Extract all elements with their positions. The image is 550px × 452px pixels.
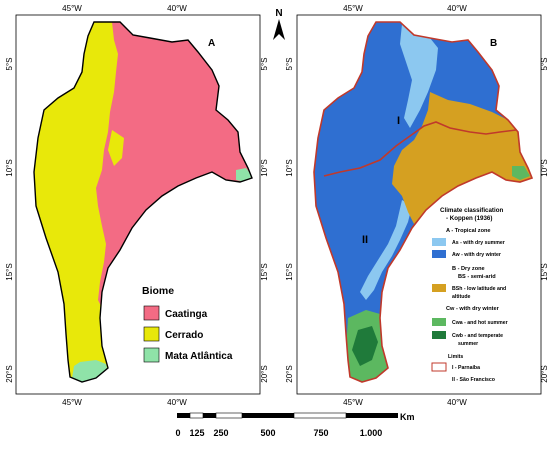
as-area-south (360, 200, 412, 300)
cerrado-label: Cerrado (165, 330, 203, 341)
climate-legend-title: Climate classification (440, 207, 503, 214)
semi-arid-heading: BS - semi-arid (458, 274, 496, 280)
north-label: N (275, 8, 282, 19)
b-lat-tick-left-15: 15°S (285, 263, 294, 280)
b-lon-tick-top-45: 45°W (343, 4, 363, 13)
lon-tick-bottom-40: 40°W (167, 398, 187, 407)
map-a: 45°W 40°W 45°W 40°W 5°S 10°S 15°S 20°S 5… (5, 4, 269, 407)
cwb-area (352, 326, 378, 366)
tropical-zone-heading: A - Tropical zone (446, 228, 491, 234)
scale-seg-6 (293, 412, 347, 419)
b-lat-tick-left-20: 20°S (285, 365, 294, 382)
scale-seg-5 (242, 413, 294, 418)
biome-legend-title: Biome (142, 285, 174, 297)
mata-area-east (236, 168, 252, 182)
lat-tick-left-15: 15°S (5, 263, 14, 280)
lat-tick-right-15: 15°S (260, 263, 269, 280)
scale-label-500: 500 (260, 428, 275, 438)
b-lat-tick-right-10: 10°S (540, 159, 549, 176)
lat-tick-right-5: 5°S (260, 58, 269, 71)
cerrado-swatch (143, 326, 160, 342)
lat-tick-left-5: 5°S (5, 58, 14, 71)
lon-tick-top-45: 45°W (62, 4, 82, 13)
lat-tick-right-10: 10°S (260, 159, 269, 176)
region-label-ii: II (362, 234, 368, 246)
b-lat-tick-right-20: 20°S (540, 365, 549, 382)
lon-tick-bottom-45: 45°W (62, 398, 82, 407)
mata-atlantica-label: Mata Atlântica (165, 351, 233, 362)
lat-tick-right-20: 20°S (260, 365, 269, 382)
scale-unit: Km (400, 412, 415, 422)
b-lat-tick-left-5: 5°S (285, 58, 294, 71)
scale-seg-2 (189, 412, 204, 419)
bsh-label: BSh - low latitude and (452, 286, 506, 292)
dry-zone-heading: B - Dry zone (452, 266, 485, 272)
cwb-swatch (432, 331, 446, 339)
basin-divide (323, 121, 517, 177)
scale-label-750: 750 (313, 428, 328, 438)
mata-atlantica-swatch (143, 347, 160, 363)
biome-legend: Biome Caatinga Cerrado Mata Atlântica (142, 285, 233, 363)
scale-label-125: 125 (189, 428, 204, 438)
limits-title: Limits (448, 354, 463, 360)
lat-tick-left-20: 20°S (5, 365, 14, 382)
b-lon-tick-top-40: 40°W (447, 4, 467, 13)
scale-label-0: 0 (175, 428, 180, 438)
scale-bar: 0 125 250 500 750 1.000 Km (175, 412, 414, 438)
as-area-north (400, 24, 438, 128)
b-lat-tick-right-5: 5°S (540, 58, 549, 71)
bsh-label-line2: altitude (452, 294, 471, 300)
scale-label-250: 250 (213, 428, 228, 438)
aw-swatch (432, 250, 446, 258)
b-lat-tick-right-15: 15°S (540, 263, 549, 280)
north-arrow-icon (273, 19, 285, 40)
limit-parnaiba-swatch (431, 362, 447, 372)
north-arrow: N (273, 8, 285, 40)
cwb-label-line2: summer (458, 341, 478, 347)
scale-seg-4 (215, 412, 243, 419)
cw-heading: Cw - with dry winter (446, 306, 500, 312)
scale-seg-1 (177, 413, 190, 418)
lat-tick-left-10: 10°S (5, 159, 14, 176)
b-lon-tick-bottom-40: 40°W (447, 398, 467, 407)
lon-tick-top-40: 40°W (167, 4, 187, 13)
caatinga-label: Caatinga (165, 309, 208, 320)
as-area-east-small (512, 166, 530, 180)
aw-label: Aw - with dry winter (452, 252, 501, 258)
climate-legend-subtitle: - Koppen (1936) (446, 215, 492, 222)
scale-seg-3 (203, 413, 216, 418)
map-b: I II 45°W 40°W 45°W 40°W 5°S 10°S 15°S 2… (285, 4, 549, 407)
scale-label-1000: 1.000 (360, 428, 383, 438)
as-swatch (432, 238, 446, 246)
region-label-i: I (397, 115, 400, 127)
bsh-swatch (432, 284, 446, 292)
limit-parnaiba-label: I - Parnaíba (452, 365, 480, 371)
caatinga-swatch (143, 305, 160, 321)
climate-legend: Climate classification - Koppen (1936) A… (431, 207, 508, 383)
as-label: As - with dry summer (452, 240, 505, 246)
panel-letter-a: A (208, 38, 215, 49)
panel-letter-b: B (490, 38, 497, 49)
limit-sao-francisco-label: II - São Francisco (452, 377, 495, 383)
cwb-label: Cwb - and temperate (452, 333, 503, 339)
cerrado-patch (108, 130, 124, 166)
cwa-swatch (432, 318, 446, 326)
caatinga-area (96, 22, 252, 312)
cwa-label: Cwa - and hot summer (452, 320, 508, 326)
b-lon-tick-bottom-45: 45°W (343, 398, 363, 407)
scale-seg-7 (346, 413, 398, 418)
basin-outline-b (313, 21, 534, 383)
b-lat-tick-left-10: 10°S (285, 159, 294, 176)
